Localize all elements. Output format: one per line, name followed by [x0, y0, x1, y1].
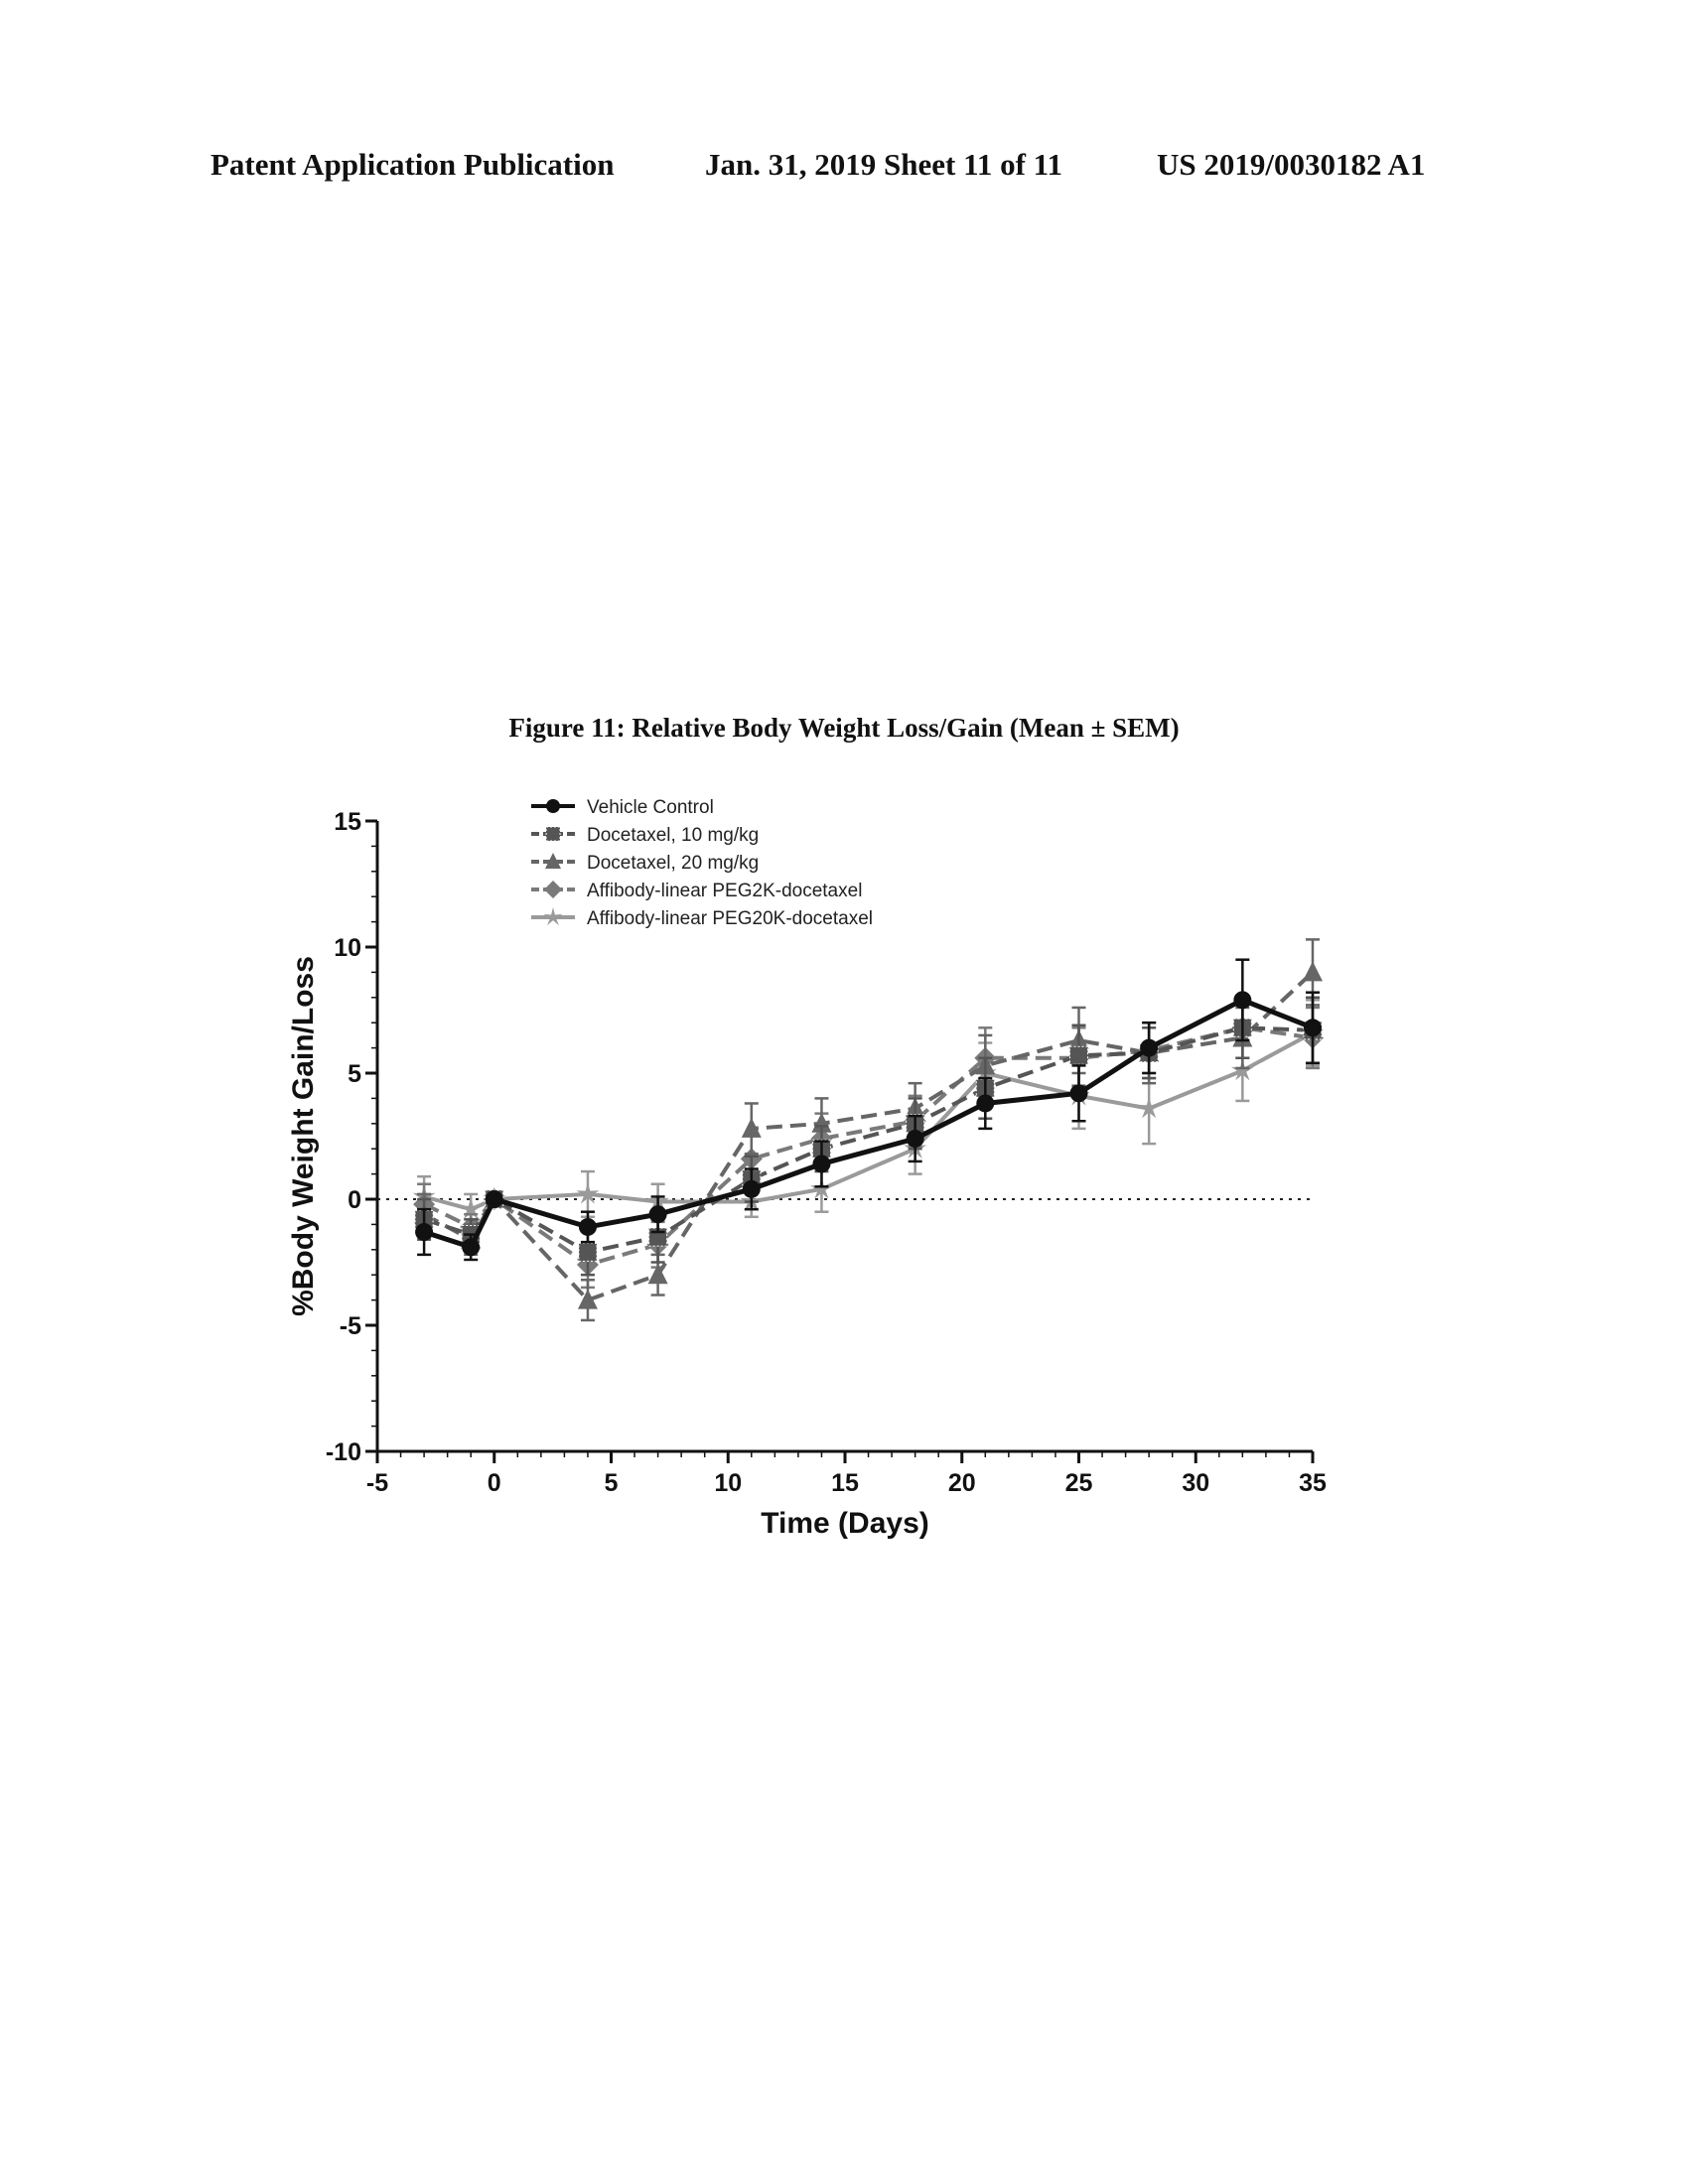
legend-item: Affibody-linear PEG20K-docetaxel — [531, 907, 873, 929]
data-point — [1304, 1019, 1322, 1036]
x-tick-label: 0 — [488, 1469, 501, 1497]
y-axis-title: %Body Weight Gain/Loss — [287, 956, 320, 1316]
legend-marker — [546, 827, 560, 841]
data-point — [743, 1180, 761, 1198]
data-point — [1233, 991, 1251, 1009]
x-tick-label: 10 — [714, 1469, 742, 1497]
x-tick-label: 35 — [1299, 1469, 1327, 1497]
legend-label: Affibody-linear PEG20K-docetaxel — [587, 908, 873, 929]
x-tick-label: 5 — [605, 1469, 619, 1497]
series-line — [424, 1000, 1313, 1247]
data-point — [1070, 1046, 1088, 1064]
x-tick-label: -5 — [366, 1469, 388, 1497]
x-tick-label: 25 — [1065, 1469, 1093, 1497]
legend-marker — [544, 881, 562, 898]
legend-item: Affibody-linear PEG2K-docetaxel — [531, 881, 862, 901]
data-point — [812, 1155, 830, 1172]
data-point — [579, 1218, 597, 1236]
data-point — [649, 1205, 667, 1223]
series-line — [424, 1032, 1313, 1209]
legend-label: Vehicle Control — [587, 797, 714, 818]
data-point — [1140, 1039, 1158, 1057]
legend-item: Vehicle Control — [531, 797, 714, 818]
legend-label: Docetaxel, 10 mg/kg — [587, 825, 759, 846]
x-tick-label: 15 — [831, 1469, 859, 1497]
y-tick-label: 5 — [348, 1060, 361, 1088]
y-tick-label: 0 — [348, 1186, 361, 1214]
y-tick-label: 15 — [334, 808, 361, 836]
y-tick-label: -10 — [326, 1438, 361, 1466]
legend-item: Docetaxel, 20 mg/kg — [531, 853, 759, 874]
data-point — [1303, 961, 1323, 981]
series-vehicle-control — [415, 960, 1322, 1260]
data-point — [976, 1094, 994, 1112]
data-point — [579, 1243, 597, 1261]
x-axis-title: Time (Days) — [761, 1507, 929, 1540]
legend-item: Docetaxel, 10 mg/kg — [531, 825, 759, 846]
x-tick-label: 30 — [1182, 1469, 1209, 1497]
series-docetaxel-20-mg-kg — [414, 939, 1323, 1320]
series-line — [424, 1027, 1313, 1265]
legend-marker — [546, 799, 560, 813]
data-point — [1070, 1084, 1088, 1102]
legend: Vehicle Control Docetaxel, 10 mg/kg Doceta… — [531, 797, 873, 929]
series-affibody-linear-peg20k-docetaxel — [413, 1000, 1325, 1224]
data-point — [486, 1190, 503, 1208]
data-point — [415, 1223, 433, 1241]
y-tick-label: 10 — [334, 934, 361, 962]
legend-label: Affibody-linear PEG2K-docetaxel — [587, 881, 862, 901]
series-docetaxel-10-mg-kg — [415, 998, 1322, 1275]
y-tick-label: -5 — [340, 1312, 361, 1340]
x-tick-label: 20 — [948, 1469, 976, 1497]
data-point — [462, 1238, 480, 1256]
data-point — [907, 1130, 924, 1148]
legend-label: Docetaxel, 20 mg/kg — [587, 853, 759, 874]
